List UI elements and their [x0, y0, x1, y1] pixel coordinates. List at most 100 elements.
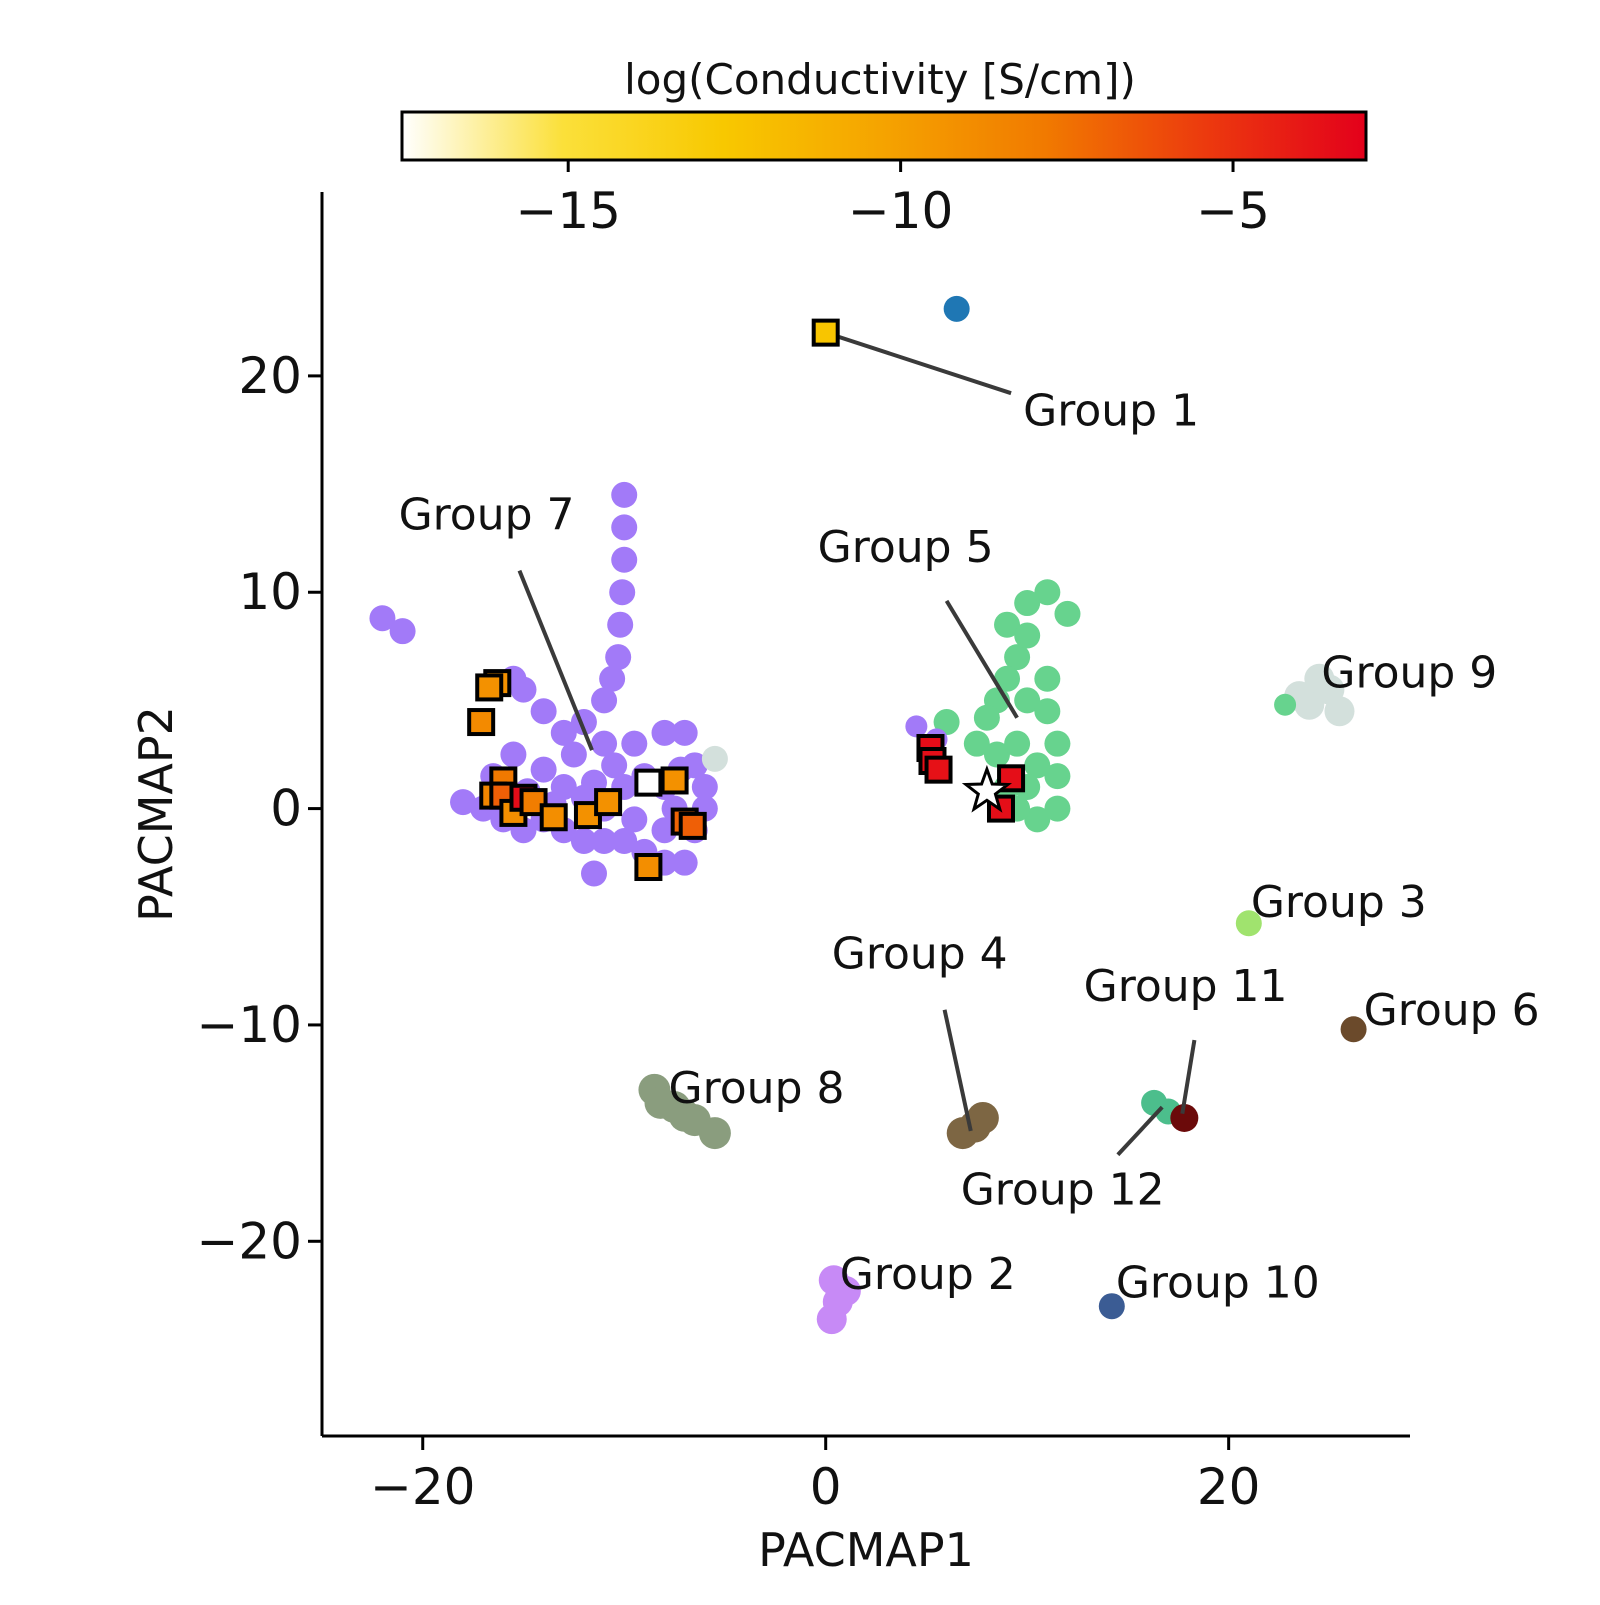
- colorbar-tick-label: −15: [515, 182, 621, 240]
- cluster-point: [611, 828, 638, 855]
- annotation-leader-line: [517, 569, 594, 751]
- annotation-lines: [517, 330, 1197, 1157]
- conductivity-square: [594, 788, 623, 817]
- cluster-point: [1034, 698, 1061, 725]
- cluster-point: [591, 828, 618, 855]
- y-tick-label: 20: [238, 347, 302, 405]
- annotation-leader-line: [942, 1009, 973, 1132]
- cluster-points: [369, 295, 1367, 1335]
- annotation-leader-line: [825, 330, 1012, 396]
- y-tick-label: −10: [196, 996, 302, 1054]
- annotation-leader-line: [944, 599, 1019, 719]
- conductivity-square: [467, 708, 496, 737]
- cluster-point: [1235, 910, 1262, 937]
- colorbar: log(Conductivity [S/cm]) −15 −10 −5: [400, 55, 1368, 240]
- cluster-point: [1044, 795, 1071, 822]
- y-tick-label: 0: [270, 780, 302, 838]
- cluster-point: [1098, 1293, 1125, 1320]
- cluster-point: [966, 1101, 999, 1134]
- cluster-point: [691, 773, 718, 800]
- cluster-point: [599, 665, 626, 692]
- cluster-point: [1014, 590, 1041, 617]
- cluster-point: [621, 806, 648, 833]
- cluster-point: [1034, 579, 1061, 606]
- y-axis-ticks: −20 −10 0 10 20: [196, 347, 322, 1270]
- cluster-point: [1324, 696, 1355, 727]
- cluster-point: [607, 611, 634, 638]
- y-tick-label: −20: [196, 1212, 302, 1270]
- cluster-point: [830, 1276, 861, 1307]
- axes: −20 0 20 −20 −10 0 10 20 PACMAP1 PACMAP2: [129, 192, 1410, 1577]
- conductivity-square: [634, 853, 663, 882]
- group-annotation-label: Group 7: [399, 490, 575, 541]
- group-annotation-label: Group 3: [1251, 877, 1427, 928]
- group-annotation-label: Group 1: [1023, 386, 1199, 437]
- x-axis-label: PACMAP1: [758, 1523, 974, 1577]
- cluster-point: [816, 1304, 847, 1335]
- cluster-point: [560, 741, 587, 768]
- group-annotation-label: Group 10: [1116, 1258, 1320, 1309]
- conductivity-square: [475, 673, 504, 702]
- conductivity-square: [660, 766, 689, 795]
- cluster-point: [1014, 622, 1041, 649]
- cluster-point: [581, 860, 607, 887]
- cluster-point: [905, 715, 928, 738]
- group-annotation-label: Group 6: [1364, 985, 1540, 1036]
- x-tick-label: 0: [810, 1458, 842, 1516]
- cluster-point: [994, 611, 1021, 638]
- cluster-point: [605, 644, 632, 671]
- cluster-point: [570, 828, 597, 855]
- cluster-point: [1274, 693, 1297, 716]
- cluster-point: [973, 704, 1000, 731]
- cluster-point: [1170, 1103, 1199, 1132]
- cluster-point: [994, 665, 1021, 692]
- cluster-point: [1004, 730, 1031, 757]
- cluster-point: [651, 719, 678, 746]
- cluster-point: [530, 756, 557, 783]
- colorbar-ticks: −15 −10 −5: [515, 160, 1270, 240]
- cluster-point: [591, 730, 618, 757]
- cluster-point: [668, 1099, 701, 1132]
- y-axis-label: PACMAP2: [129, 706, 183, 922]
- annotation-leader-line: [1116, 1105, 1164, 1157]
- cluster-point: [389, 618, 416, 645]
- conductivity-square: [811, 318, 840, 347]
- cluster-point: [609, 579, 636, 606]
- colorbar-tick-label: −10: [848, 182, 954, 240]
- cluster-point: [644, 1086, 677, 1119]
- conductivity-square: [678, 811, 707, 840]
- cluster-point: [983, 741, 1010, 768]
- cluster-point: [550, 719, 577, 746]
- cluster-point: [1044, 763, 1071, 790]
- cluster-point: [450, 789, 477, 816]
- cluster-point: [611, 514, 638, 541]
- cluster-point: [530, 698, 557, 725]
- x-tick-label: −20: [370, 1458, 476, 1516]
- colorbar-tick-label: −5: [1196, 182, 1270, 240]
- group-annotation-label: Group 8: [669, 1063, 845, 1114]
- cluster-point: [698, 1117, 731, 1150]
- labeled-squares: [467, 318, 1026, 882]
- cluster-point: [943, 295, 970, 322]
- cluster-point: [933, 709, 960, 736]
- cluster-point: [701, 745, 728, 772]
- cluster-point: [963, 730, 990, 757]
- cluster-point: [601, 752, 628, 779]
- cluster-point: [611, 481, 638, 508]
- highlight-star-layer: [961, 764, 1013, 813]
- cluster-point: [671, 719, 698, 746]
- cluster-point: [369, 605, 396, 632]
- conductivity-square: [924, 755, 953, 784]
- group-annotation-label: Group 11: [1084, 961, 1288, 1012]
- group-annotation-label: Group 5: [818, 522, 994, 573]
- group-annotation-label: Group 2: [840, 1249, 1016, 1300]
- colorbar-gradient: [400, 110, 1368, 162]
- cluster-point: [671, 849, 698, 876]
- x-tick-label: 20: [1197, 1458, 1261, 1516]
- cluster-point: [611, 546, 638, 573]
- cluster-point: [1054, 600, 1081, 627]
- colorbar-label: log(Conductivity [S/cm]): [624, 55, 1136, 104]
- cluster-point: [1024, 806, 1051, 833]
- y-tick-label: 10: [238, 563, 302, 621]
